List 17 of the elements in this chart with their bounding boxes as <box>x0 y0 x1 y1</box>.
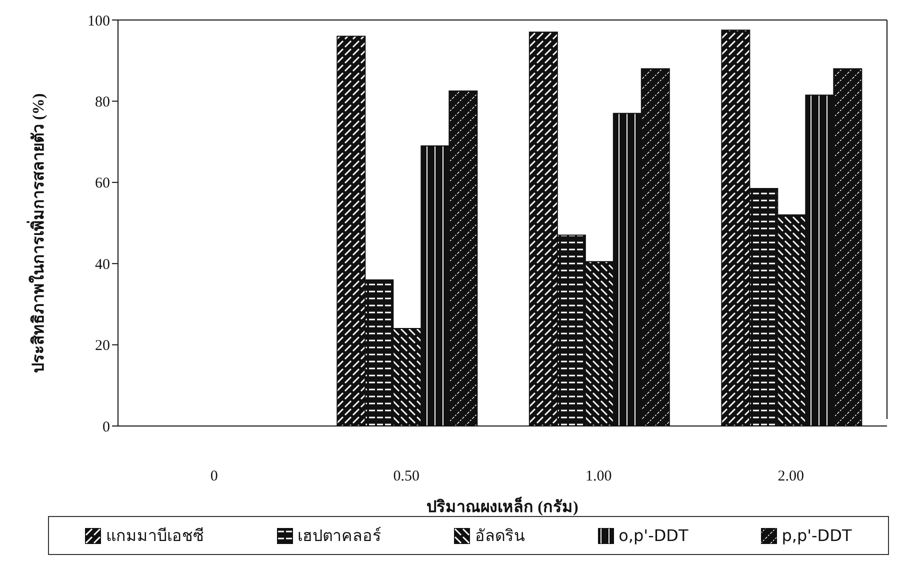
y-tick-label: 20 <box>95 338 110 354</box>
legend-label: เฮปตาคลอร์ <box>298 525 382 547</box>
legend-label: p,p'-DDT <box>782 526 852 545</box>
legend-label: อัลดริน <box>475 525 526 547</box>
x-tick-label: 0.50 <box>393 468 420 485</box>
y-tick-label: 60 <box>95 176 110 192</box>
x-axis-title: ปริมาณผงเหล็ก (กรัม) <box>426 495 578 516</box>
y-tick-label: 40 <box>95 256 110 273</box>
y-tick-label: 0 <box>102 419 110 436</box>
y-tick-label: 80 <box>95 94 110 111</box>
x-tick-label: 0 <box>210 468 218 485</box>
legend-label: แกมมาบีเอชซี <box>106 525 204 547</box>
y-tick-label: 100 <box>88 13 110 30</box>
x-tick-label: 1.00 <box>586 468 612 485</box>
x-tick-label: 2.00 <box>778 468 804 485</box>
legend-label: o,p'-DDT <box>618 526 688 545</box>
y-axis-title: ประสิทธิภาพในการเพิ่มการสลายตัว (%) <box>26 93 48 373</box>
